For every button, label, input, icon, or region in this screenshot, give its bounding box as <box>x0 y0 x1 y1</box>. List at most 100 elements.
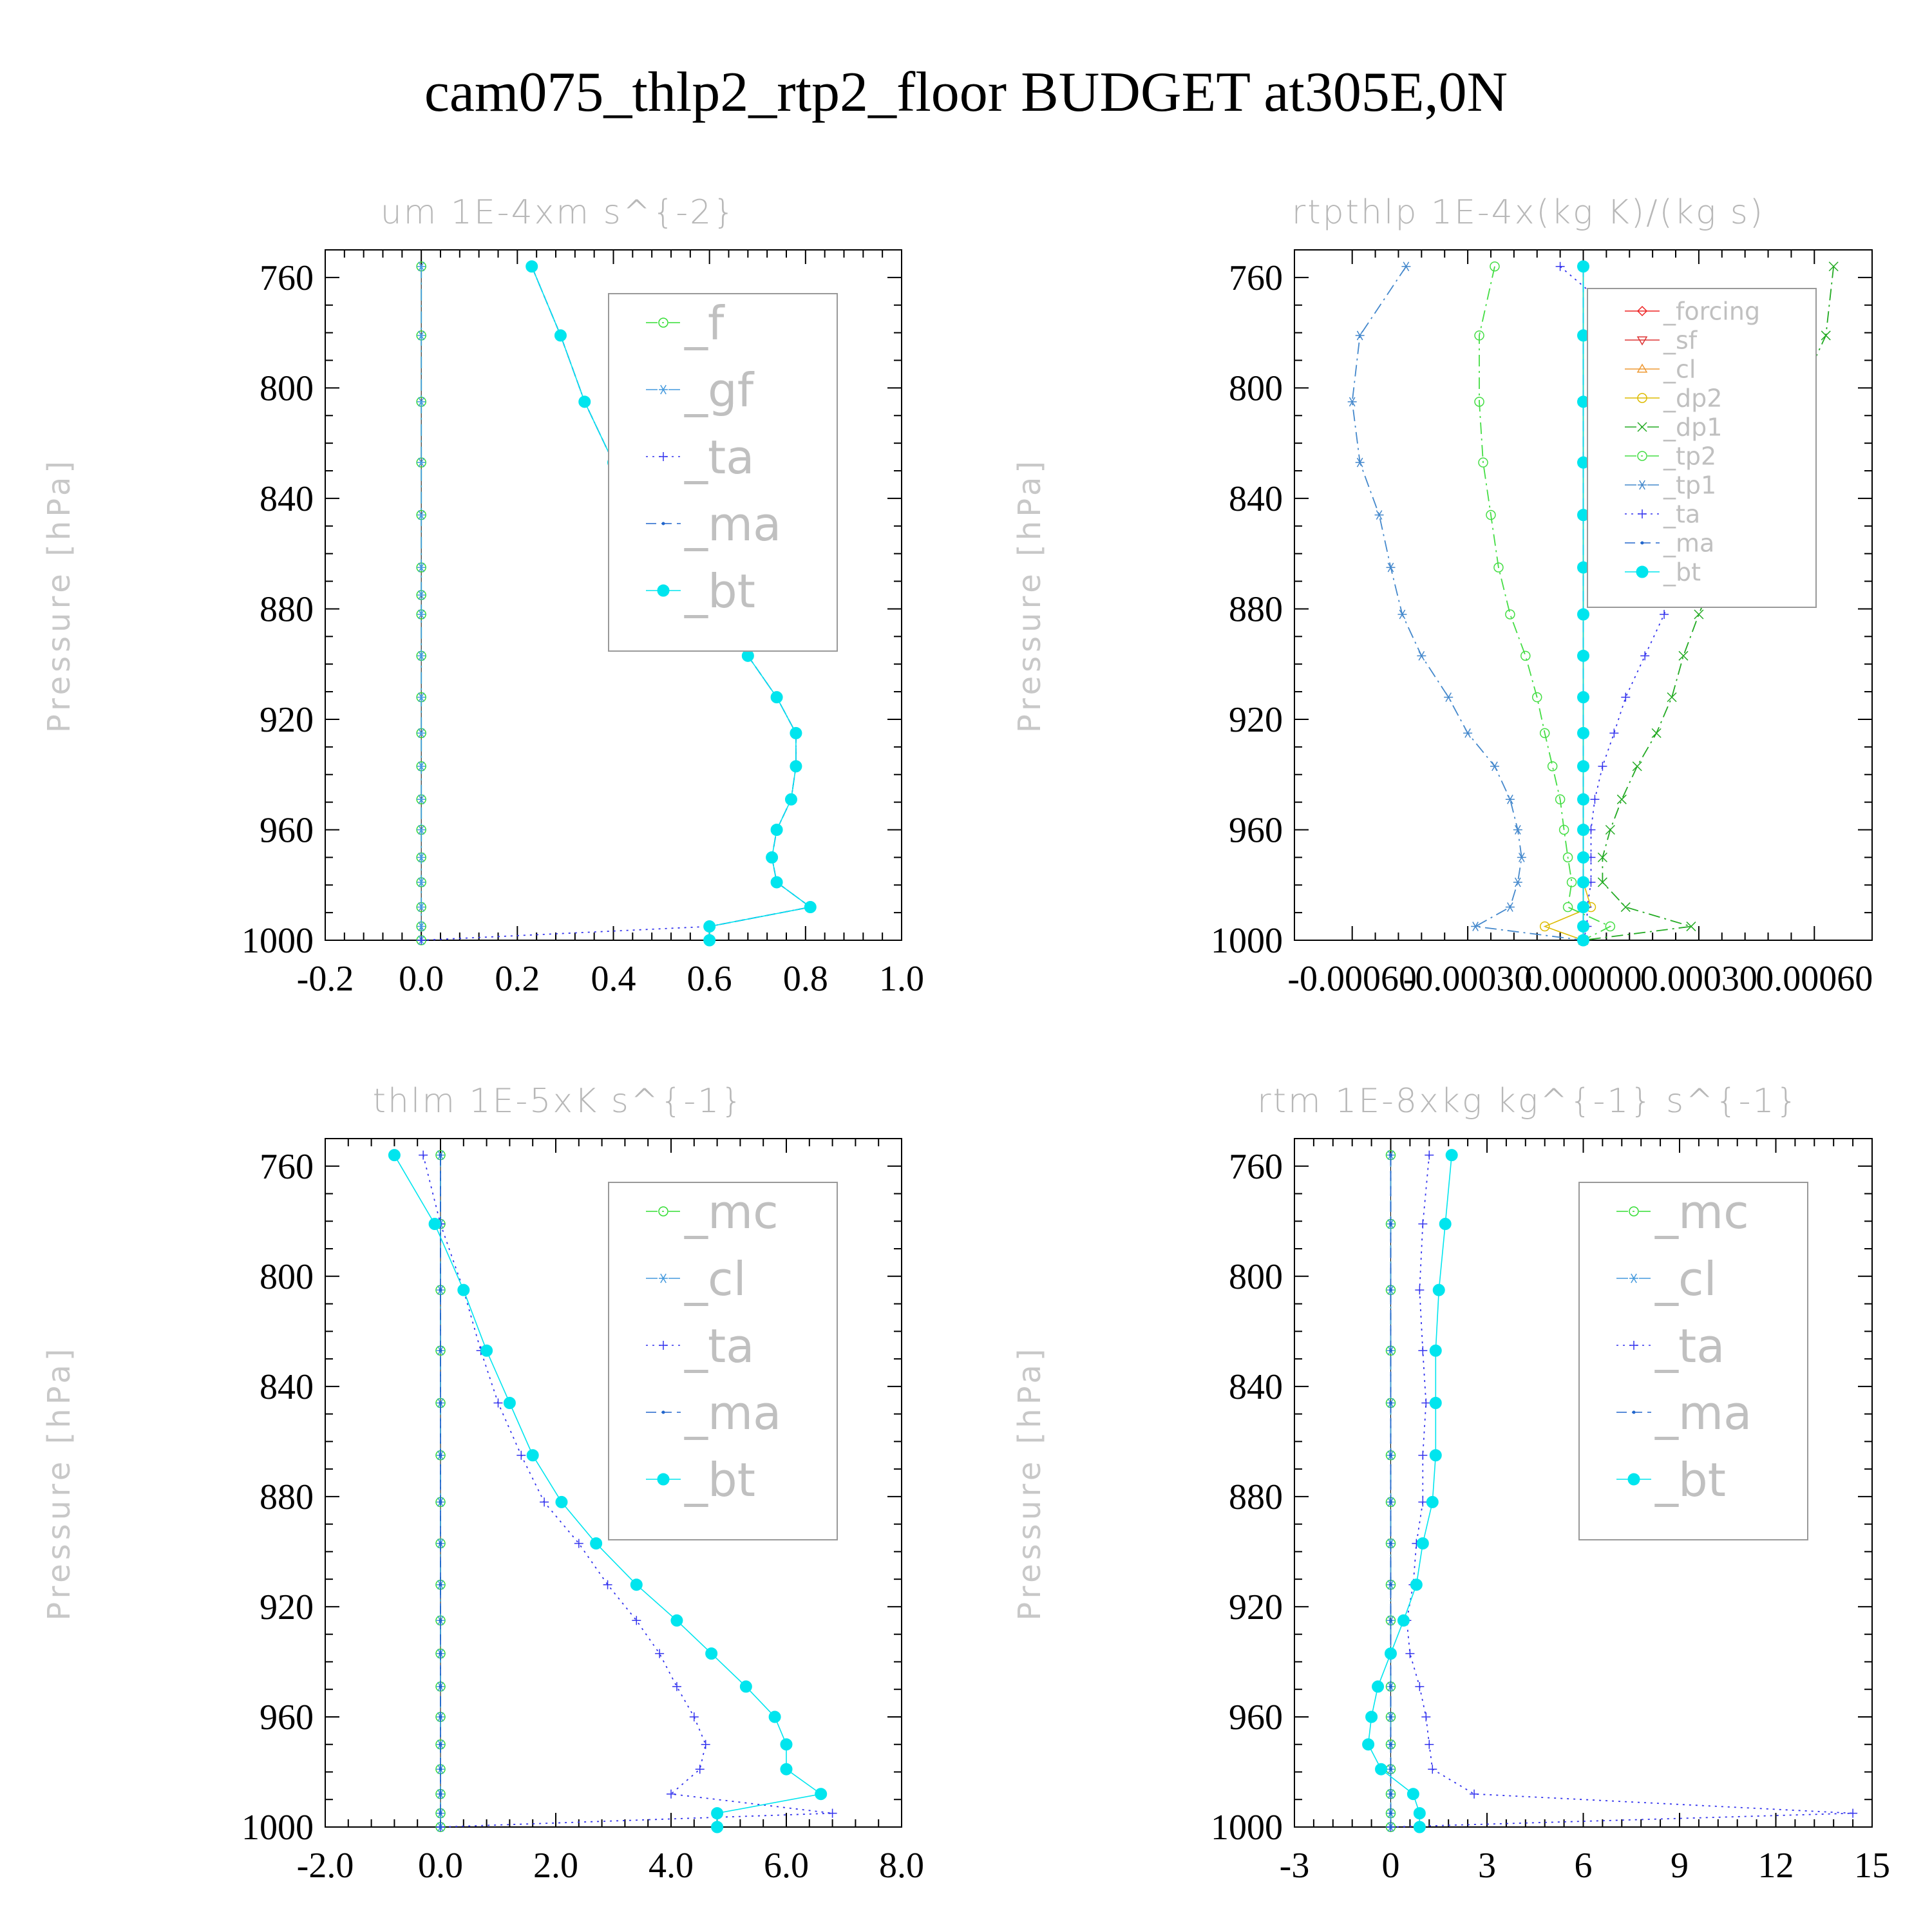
y-axis-label: Pressure [hPa] <box>1012 457 1048 733</box>
data-point <box>1566 877 1577 887</box>
data-point <box>417 457 426 468</box>
data-point <box>417 922 426 931</box>
data-point <box>1365 1710 1378 1723</box>
data-point <box>1425 1739 1434 1749</box>
series-line <box>1367 1155 1452 1827</box>
legend-label: _ma <box>684 497 781 551</box>
data-point <box>1577 823 1589 836</box>
data-point <box>1362 1738 1375 1751</box>
series-line <box>1543 266 1592 941</box>
data-point <box>457 1283 470 1296</box>
legend-marker <box>1636 363 1648 373</box>
data-point <box>439 1825 442 1829</box>
legend-marker <box>657 1473 670 1486</box>
y-tick-label: 840 <box>1229 479 1283 519</box>
data-point <box>555 1495 568 1508</box>
data-point <box>1372 1680 1385 1693</box>
data-point <box>1463 728 1473 738</box>
data-point <box>1471 922 1481 931</box>
y-tick-label: 840 <box>1229 1367 1283 1407</box>
data-point <box>1517 852 1526 862</box>
legend-marker <box>658 1206 668 1217</box>
x-tick-label: -0.2 <box>297 959 354 999</box>
data-point <box>1562 902 1573 913</box>
data-point <box>439 1500 442 1504</box>
legend-marker <box>1637 451 1647 461</box>
data-point <box>1389 1812 1392 1815</box>
x-tick-label: -0.00030 <box>1403 959 1533 999</box>
legend-label: _gf <box>684 363 755 417</box>
y-axis-label: Pressure [hPa] <box>41 457 77 733</box>
data-point <box>1428 1765 1437 1774</box>
data-point <box>1417 650 1426 661</box>
panel-title: thlm 1E-5xK s^{-1} <box>373 1082 744 1121</box>
data-point <box>603 1580 612 1589</box>
legend: _mc _cl _ta _ma _bt <box>1578 1182 1808 1540</box>
data-point <box>1444 692 1454 703</box>
y-tick-label: 1000 <box>242 921 314 961</box>
data-point <box>439 1767 442 1771</box>
y-tick-label: 880 <box>260 1477 314 1517</box>
data-point <box>516 1450 526 1460</box>
data-point <box>1577 691 1589 704</box>
data-point <box>428 1218 441 1231</box>
data-point <box>630 1578 643 1591</box>
x-tick-label: 0.6 <box>687 959 732 999</box>
figure-title: cam075_thlp2_rtp2_floor BUDGET at305E,0N <box>424 61 1508 124</box>
data-point <box>1577 851 1589 864</box>
data-point <box>784 793 797 806</box>
legend-marker <box>1638 480 1647 490</box>
data-point <box>1397 609 1407 620</box>
chart-panel-3: thlm 1E-5xK s^{-1} Pressure [hPa] 760 800 84… <box>41 1082 924 1886</box>
legend-label: _mc <box>1654 1185 1749 1239</box>
data-point <box>1590 795 1600 804</box>
data-point <box>1555 794 1566 805</box>
legend-marker <box>1636 336 1648 346</box>
chart-panel-4: rtm 1E-8xkg kg^{-1} s^{-1} Pressure [hPa]… <box>1012 1082 1890 1886</box>
data-point <box>417 936 426 945</box>
data-point <box>1577 608 1589 621</box>
y-tick-label: 920 <box>260 1587 314 1627</box>
data-point <box>828 1808 837 1818</box>
y-axis-label: Pressure [hPa] <box>1012 1345 1048 1620</box>
legend-label: _bt <box>684 564 755 618</box>
data-point <box>1828 261 1839 272</box>
data-point <box>1415 1681 1425 1691</box>
data-point <box>1425 1150 1434 1160</box>
data-point <box>1577 876 1589 889</box>
data-point <box>417 794 426 804</box>
data-point <box>1598 761 1607 771</box>
data-point <box>1389 1618 1392 1622</box>
y-tick-label: 760 <box>1229 1147 1283 1187</box>
panel-title: rtpthlp 1E-4x(kg K)/(kg s) <box>1292 193 1765 232</box>
data-point <box>439 1542 442 1546</box>
data-point <box>780 1763 793 1776</box>
legend-label: _ma <box>1654 1386 1752 1440</box>
data-point <box>741 649 754 662</box>
data-point <box>1389 1153 1392 1157</box>
data-point <box>1418 1219 1428 1229</box>
data-point <box>1474 397 1484 407</box>
data-point <box>1418 1346 1428 1356</box>
data-point <box>417 562 426 573</box>
data-point <box>1389 1542 1392 1546</box>
data-point <box>417 728 426 738</box>
data-point <box>1355 330 1365 341</box>
data-point <box>1577 260 1589 273</box>
data-point <box>1577 901 1589 914</box>
data-point <box>439 1349 442 1352</box>
data-point <box>1445 1149 1458 1162</box>
data-point <box>1505 902 1515 912</box>
data-point <box>1513 877 1522 887</box>
legend-marker <box>661 1410 665 1414</box>
series-line <box>1351 266 1584 941</box>
x-tick-label: 4.0 <box>649 1846 694 1886</box>
y-tick-label: 1000 <box>242 1808 314 1848</box>
x-tick-label: 6 <box>1575 1846 1593 1886</box>
x-tick-label: 0.8 <box>783 959 828 999</box>
legend-marker <box>659 1273 668 1283</box>
data-point <box>419 1150 428 1160</box>
data-point <box>1347 397 1357 407</box>
data-point <box>417 590 426 600</box>
